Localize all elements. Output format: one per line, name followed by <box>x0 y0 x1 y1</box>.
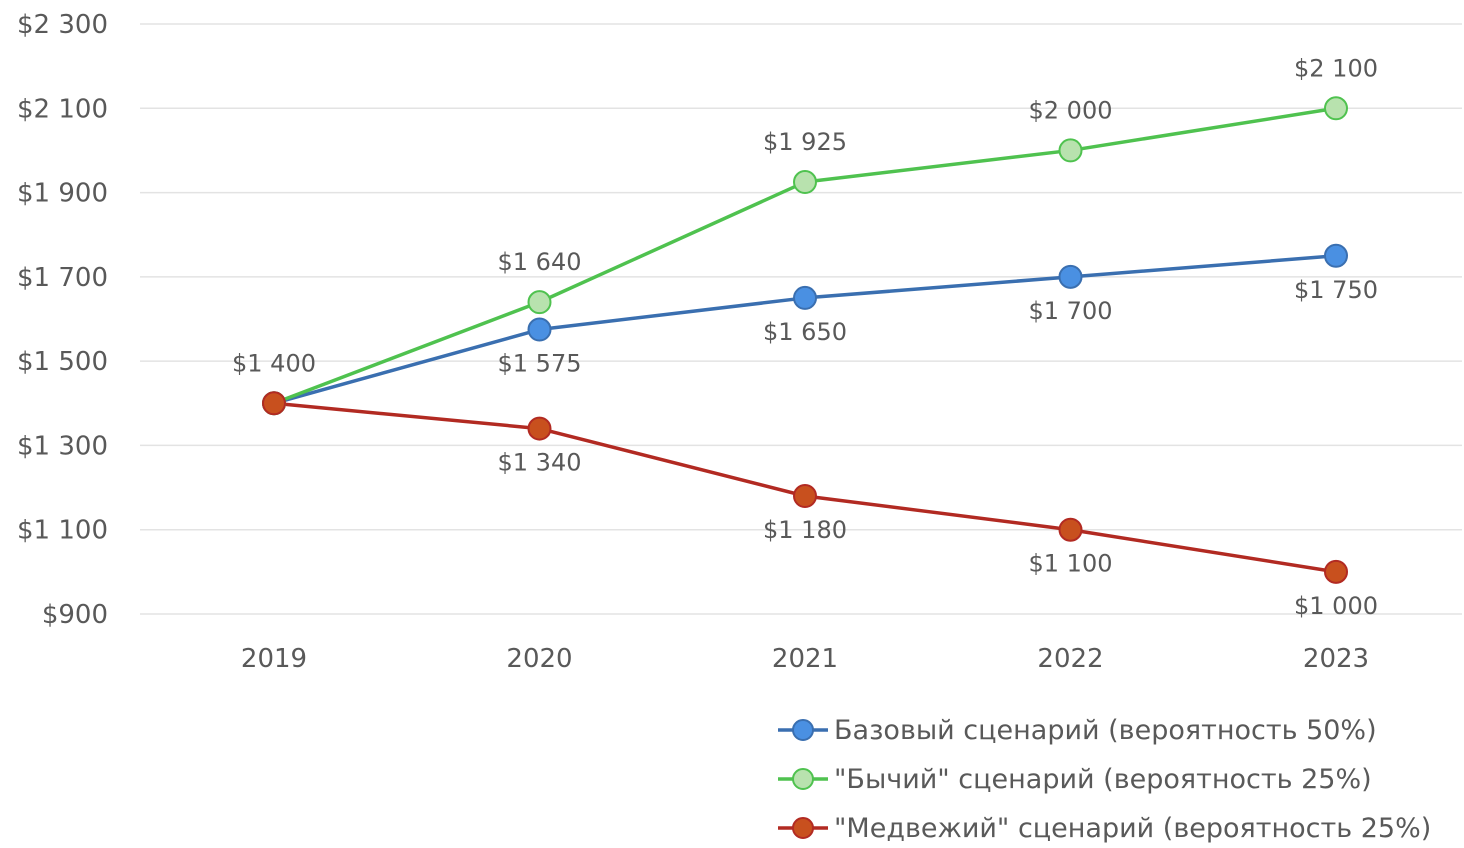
data-point-bull-2023 <box>1324 96 1348 121</box>
x-tick-label: 2023 <box>1303 644 1369 674</box>
data-label-bear-2023: $1 000 <box>1294 592 1378 620</box>
legend-label-base: Базовый сценарий (вероятность 50%) <box>834 715 1377 746</box>
y-tick-label: $2 100 <box>17 94 108 124</box>
legend-label-bear: "Медвежий" сценарий (вероятность 25%) <box>834 813 1431 844</box>
legend-item-bear[interactable]: "Медвежий" сценарий (вероятность 25%) <box>778 813 1431 844</box>
data-point-bull-2022 <box>1058 138 1083 163</box>
y-tick-label: $1 900 <box>17 179 108 209</box>
data-point-base-2023 <box>1324 243 1348 268</box>
series-points <box>262 96 1348 584</box>
data-label-base-2020: $1 575 <box>498 350 582 378</box>
legend-marker-bear <box>792 817 814 839</box>
data-label-bull-2021: $1 925 <box>763 128 847 156</box>
data-point-bear-2023 <box>1324 559 1348 584</box>
data-point-base-2020 <box>527 317 552 342</box>
legend-marker-base <box>792 719 814 741</box>
x-tick-label: 2019 <box>241 644 307 674</box>
data-point-bear-2019 <box>262 391 286 416</box>
legend-item-bull[interactable]: "Бычий" сценарий (вероятность 25%) <box>778 764 1372 795</box>
data-point-bear-2022 <box>1058 517 1083 542</box>
legend-item-base[interactable]: Базовый сценарий (вероятность 50%) <box>778 715 1377 746</box>
y-tick-label: $2 300 <box>17 10 108 40</box>
data-label-bear-2021: $1 180 <box>763 516 847 544</box>
x-tick-label: 2022 <box>1037 644 1103 674</box>
legend: Базовый сценарий (вероятность 50%) "Бычий… <box>778 715 1431 844</box>
data-point-bull-2021 <box>793 170 817 195</box>
data-label-bear-2019: $1 400 <box>232 349 316 377</box>
data-label-base-2023: $1 750 <box>1294 276 1378 304</box>
data-labels: $1 575 $1 650 $1 700 $1 750 $1 640 $1 925 $2 0… <box>232 54 1378 620</box>
legend-marker-bull <box>792 768 814 790</box>
data-label-bear-2022: $1 100 <box>1029 550 1113 578</box>
data-point-bull-2020 <box>527 290 552 315</box>
data-label-bear-2020: $1 340 <box>498 449 582 477</box>
y-tick-label: $900 <box>42 600 108 630</box>
data-point-base-2021 <box>793 285 817 310</box>
data-point-bear-2021 <box>793 484 817 508</box>
data-label-base-2022: $1 700 <box>1029 297 1113 325</box>
y-tick-label: $1 700 <box>17 263 108 293</box>
data-point-bear-2020 <box>527 416 552 441</box>
x-tick-label: 2021 <box>772 644 838 674</box>
data-label-bull-2023: $2 100 <box>1294 54 1378 82</box>
y-axis: $900 $1 100 $1 300 $1 500 $1 700 $1 900 $2 100… <box>17 10 108 630</box>
y-tick-label: $1 500 <box>17 347 108 377</box>
x-tick-label: 2020 <box>506 644 572 674</box>
data-label-bull-2020: $1 640 <box>498 248 582 276</box>
legend-label-bull: "Бычий" сценарий (вероятность 25%) <box>834 764 1372 795</box>
y-tick-label: $1 300 <box>17 431 108 461</box>
data-label-base-2021: $1 650 <box>763 318 847 346</box>
y-tick-label: $1 100 <box>17 516 108 546</box>
data-point-base-2022 <box>1058 264 1083 289</box>
data-label-bull-2022: $2 000 <box>1029 96 1113 124</box>
x-axis: 2019 2020 2021 2022 2023 <box>241 644 1369 674</box>
